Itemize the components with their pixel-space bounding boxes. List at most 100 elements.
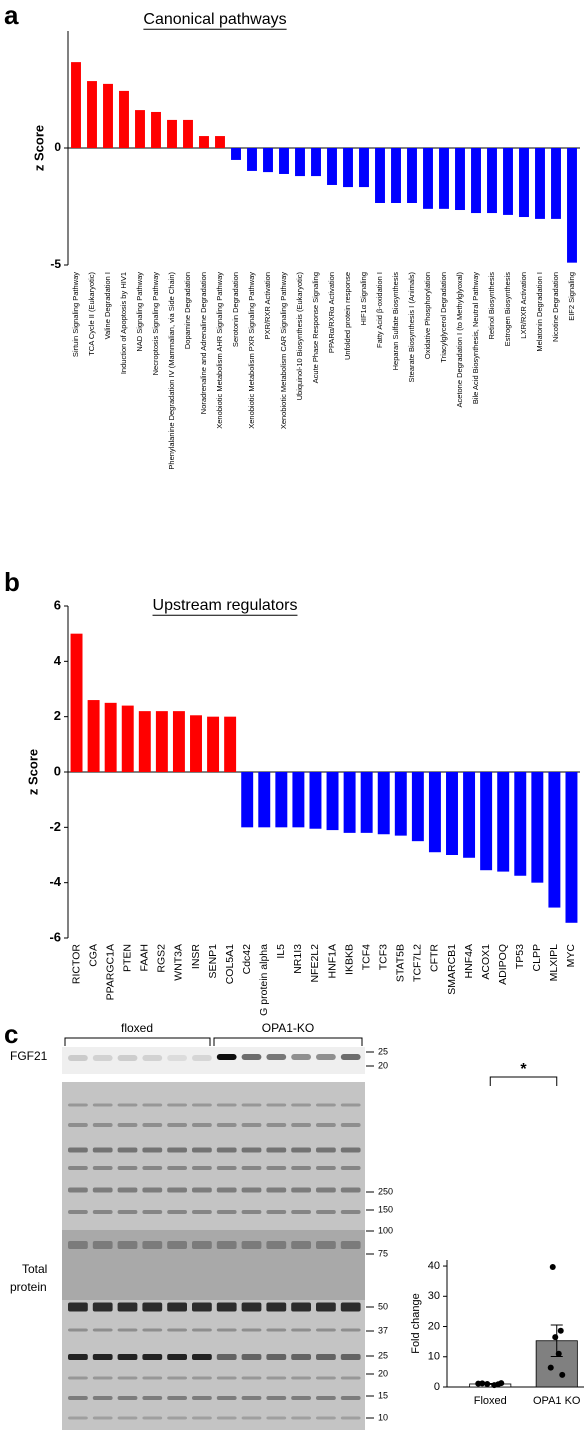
gel-band	[217, 1123, 237, 1127]
bar	[311, 148, 321, 176]
bar	[375, 148, 385, 203]
bar	[199, 136, 209, 148]
gel-band	[242, 1329, 262, 1332]
bar	[497, 772, 509, 872]
gel-band	[93, 1396, 113, 1400]
gel-band	[266, 1241, 286, 1249]
gel-band	[291, 1303, 311, 1312]
bar	[119, 91, 129, 148]
x-tick-label: FAAH	[139, 944, 151, 971]
gel-band	[291, 1241, 311, 1249]
gel-band	[68, 1166, 88, 1170]
gel-band	[316, 1354, 336, 1360]
x-tick-label: Oxidative Phosphorylation	[423, 272, 432, 359]
gel-band	[142, 1417, 162, 1420]
gel-band	[341, 1104, 361, 1107]
gel-band	[242, 1166, 262, 1170]
bar	[343, 148, 353, 187]
gel-band	[192, 1329, 212, 1332]
x-tick-label: SENP1	[207, 944, 219, 979]
gel-band	[266, 1329, 286, 1332]
marker-label: 20	[378, 1368, 388, 1378]
gel-band	[266, 1123, 286, 1127]
gel-band	[167, 1210, 187, 1214]
bar	[531, 772, 543, 883]
bar	[480, 772, 492, 870]
gel-band	[118, 1396, 138, 1400]
row-label: protein	[10, 1280, 47, 1294]
gel-band	[93, 1148, 113, 1153]
blot-band	[291, 1054, 311, 1060]
x-tick-label: Induction of Apoptosis by HIV1	[119, 272, 128, 374]
y-axis-label: Fold change	[410, 1293, 422, 1354]
gel-band	[93, 1123, 113, 1127]
bar	[446, 772, 458, 855]
bar	[263, 148, 273, 172]
gel-band	[167, 1148, 187, 1153]
x-tick-label: Necroptosis Signaling Pathway	[151, 272, 160, 376]
gel-band	[192, 1210, 212, 1214]
y-tick-label: 2	[54, 708, 61, 723]
gel-band	[242, 1104, 262, 1107]
bar	[292, 772, 304, 827]
x-tick-label: Floxed	[474, 1395, 507, 1407]
gel-band	[341, 1210, 361, 1214]
blot-band	[142, 1055, 162, 1061]
bar	[535, 148, 545, 219]
x-tick-label: TCF4	[360, 944, 372, 970]
x-tick-label: Valine Degradation I	[103, 272, 112, 339]
bar	[139, 711, 151, 772]
bar	[455, 148, 465, 210]
bar	[103, 84, 113, 148]
gel-band	[68, 1396, 88, 1400]
gel-band	[167, 1104, 187, 1107]
bar	[391, 148, 401, 203]
gel-band	[266, 1377, 286, 1380]
bar	[412, 772, 424, 841]
gel-band	[118, 1417, 138, 1420]
x-tick-label: Cdc42	[241, 944, 253, 975]
gel-band	[142, 1188, 162, 1193]
y-tick-label: -2	[49, 819, 61, 834]
x-tick-label: Fatty Acid β-oxidation I	[375, 272, 384, 348]
gel-band	[68, 1241, 88, 1249]
gel-band	[316, 1166, 336, 1170]
gel-band	[192, 1396, 212, 1400]
data-point	[556, 1351, 562, 1357]
bar	[295, 148, 305, 176]
data-point	[491, 1382, 497, 1388]
gel-band	[93, 1166, 113, 1170]
gel-band	[118, 1303, 138, 1312]
gel-band	[316, 1148, 336, 1153]
gel-band	[217, 1148, 237, 1153]
gel-band	[118, 1354, 138, 1360]
gel-band	[118, 1329, 138, 1332]
gel-band	[291, 1417, 311, 1420]
bar	[71, 62, 81, 148]
gel-band	[266, 1417, 286, 1420]
x-tick-label: RICTOR	[70, 944, 82, 984]
gel-band	[291, 1123, 311, 1127]
gel-band	[167, 1329, 187, 1332]
gel-band	[118, 1166, 138, 1170]
gel-band	[93, 1188, 113, 1193]
gel-band	[93, 1210, 113, 1214]
x-tick-label: STAT5B	[395, 944, 407, 982]
blot-band	[68, 1055, 88, 1061]
gel-band	[291, 1396, 311, 1400]
x-tick-label: NR1I3	[292, 944, 304, 974]
bar	[190, 715, 202, 772]
gel-band	[217, 1329, 237, 1332]
gel-band	[192, 1354, 212, 1360]
panel-label: b	[4, 567, 20, 597]
x-tick-label: Acetone Degradation I (to Methylglyoxal)	[455, 272, 464, 408]
y-tick-label: 40	[428, 1260, 440, 1272]
x-tick-label: Unfolded protein response	[343, 272, 352, 360]
x-tick-label: HIF1α Signaling	[359, 272, 368, 326]
gel-band	[192, 1303, 212, 1312]
x-tick-label: Xenobiotic Metabolism AHR Signaling Path…	[215, 272, 224, 429]
x-tick-label: ACOX1	[480, 944, 492, 980]
panel-label: a	[4, 0, 19, 30]
panel-label: c	[4, 1019, 18, 1049]
x-tick-label: TP53	[514, 944, 526, 969]
